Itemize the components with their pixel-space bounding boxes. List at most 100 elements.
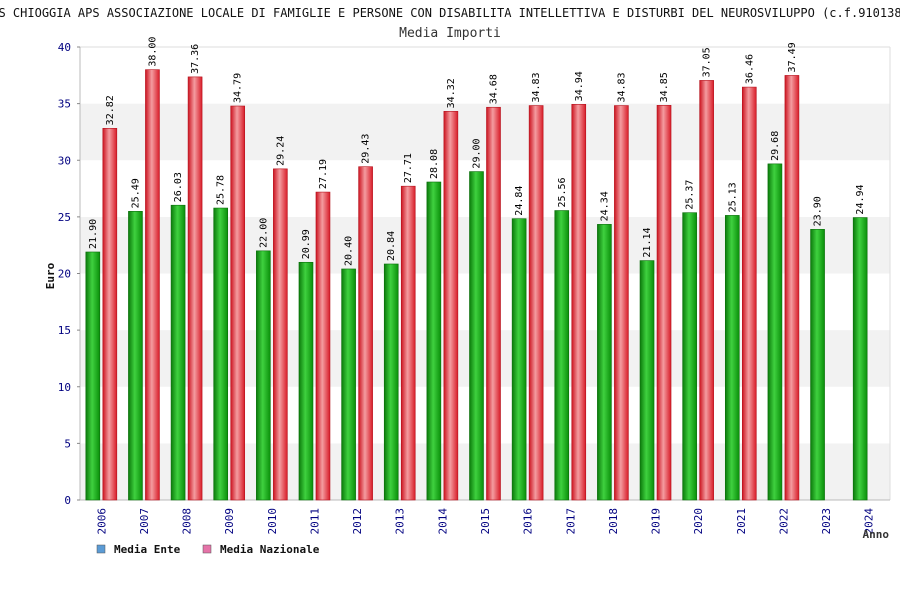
bar-media-nazionale	[699, 80, 714, 501]
data-labels: 21.90 32.82 25.49 38.00 26.03 37.36 25.78 34.79…	[88, 37, 866, 266]
x-tick-label: 2011	[308, 508, 321, 535]
y-tick-label: 10	[58, 381, 71, 394]
x-tick-label: 2013	[394, 508, 407, 535]
data-label: 27.71	[403, 153, 414, 183]
bar-media-ente	[852, 217, 868, 501]
x-tick-label: 2024	[863, 508, 876, 535]
chart-title: FAS CHIOGGIA APS ASSOCIAZIONE LOCALE DI …	[0, 6, 900, 20]
bar-media-ente	[597, 224, 612, 501]
bar-media-nazionale	[187, 76, 203, 501]
data-label: 24.94	[855, 184, 866, 214]
x-tick-label: 2022	[777, 508, 790, 535]
x-tick-label: 2019	[650, 508, 663, 535]
bar-media-ente	[256, 250, 271, 501]
data-label: 21.90	[88, 219, 99, 249]
data-label: 37.36	[190, 44, 201, 74]
x-tick-label: 2009	[223, 508, 236, 535]
bar-media-nazionale	[486, 106, 501, 501]
data-label: 37.49	[787, 42, 798, 72]
bar-media-ente	[682, 212, 697, 501]
data-label: 37.05	[702, 47, 713, 77]
data-label: 34.32	[446, 78, 457, 108]
x-tick-label: 2010	[266, 508, 279, 535]
legend-swatch	[96, 544, 106, 554]
data-label: 22.00	[258, 218, 269, 248]
legend-label: Media Nazionale	[220, 543, 320, 556]
bar-media-ente	[128, 211, 143, 501]
bar-media-nazionale	[230, 105, 246, 501]
data-label: 34.68	[489, 74, 500, 104]
data-label: 29.24	[275, 136, 286, 166]
x-tick-label: 2014	[436, 508, 449, 535]
bar-media-ente	[426, 181, 442, 501]
legend-item-media-ente[interactable]: Media Ente	[96, 543, 181, 556]
bar-media-nazionale	[443, 111, 459, 501]
x-tick-label: 2016	[522, 508, 535, 535]
data-label: 25.37	[685, 180, 696, 210]
bar-media-ente	[383, 263, 399, 501]
legend-item-media-nazionale[interactable]: Media Nazionale	[202, 543, 320, 556]
data-label: 25.49	[130, 178, 141, 208]
data-label: 24.34	[599, 191, 610, 221]
bar-media-ente	[85, 251, 101, 501]
bar-media-ente	[810, 229, 825, 501]
data-label: 27.19	[318, 159, 329, 189]
bar-media-nazionale	[571, 104, 587, 501]
bar-media-nazionale	[656, 105, 672, 501]
data-label: 25.56	[557, 177, 568, 207]
data-label: 32.82	[105, 95, 116, 125]
y-tick-label: 40	[58, 41, 71, 54]
bar-media-nazionale	[784, 75, 800, 501]
y-tick-label: 15	[58, 324, 71, 337]
y-tick-label: 0	[64, 494, 71, 507]
bar-media-ente	[767, 163, 783, 501]
axes: 0 5 10 15 20 25 30 35 40 2006 2007 2008 2009 2010 2011…	[58, 41, 891, 535]
x-tick-label: 2018	[607, 508, 620, 535]
x-tick-label: 2006	[95, 508, 108, 535]
data-label: 28.08	[429, 149, 440, 179]
x-tick-label: 2017	[564, 508, 577, 535]
bar-media-nazionale	[145, 69, 160, 501]
data-label: 34.79	[233, 73, 244, 103]
legend-label: Media Ente	[114, 543, 181, 556]
y-tick-label: 35	[58, 98, 71, 111]
bar-media-nazionale	[102, 128, 118, 501]
x-tick-label: 2020	[692, 508, 705, 535]
legend-swatch	[202, 544, 212, 554]
data-label: 34.83	[616, 72, 627, 102]
y-tick-label: 25	[58, 211, 71, 224]
x-tick-label: 2015	[479, 508, 492, 535]
data-label: 29.43	[361, 134, 372, 164]
data-label: 24.84	[514, 186, 525, 216]
data-label: 23.90	[813, 196, 824, 226]
data-label: 36.46	[744, 54, 755, 84]
bar-media-ente	[511, 218, 527, 501]
bar-media-nazionale	[614, 105, 629, 501]
bar-media-nazionale	[741, 86, 757, 501]
data-label: 29.00	[472, 138, 483, 168]
x-tick-label: 2012	[351, 508, 364, 535]
bar-media-ente	[554, 210, 570, 501]
data-label: 29.68	[770, 131, 781, 161]
x-tick-label: 2007	[138, 508, 151, 535]
data-label: 38.00	[147, 37, 158, 67]
y-tick-label: 5	[64, 437, 71, 450]
x-tick-label: 2008	[181, 508, 194, 535]
bar-media-nazionale	[315, 191, 331, 501]
data-label: 25.78	[216, 175, 227, 205]
y-tick-label: 20	[58, 268, 71, 281]
bar-media-nazionale	[273, 168, 288, 501]
data-label: 34.85	[659, 72, 670, 102]
bar-media-ente	[724, 215, 740, 501]
bar-media-ente	[170, 204, 186, 501]
x-axis-label: Anno	[863, 528, 890, 541]
x-tick-label: 2023	[820, 508, 833, 535]
data-label: 20.84	[386, 231, 397, 261]
bar-media-ente	[341, 268, 356, 501]
bar-media-ente	[639, 260, 655, 501]
data-label: 21.14	[642, 227, 653, 257]
legend: Media Ente Media Nazionale	[96, 543, 320, 556]
data-label: 25.13	[727, 182, 738, 212]
data-label: 20.40	[344, 236, 355, 266]
